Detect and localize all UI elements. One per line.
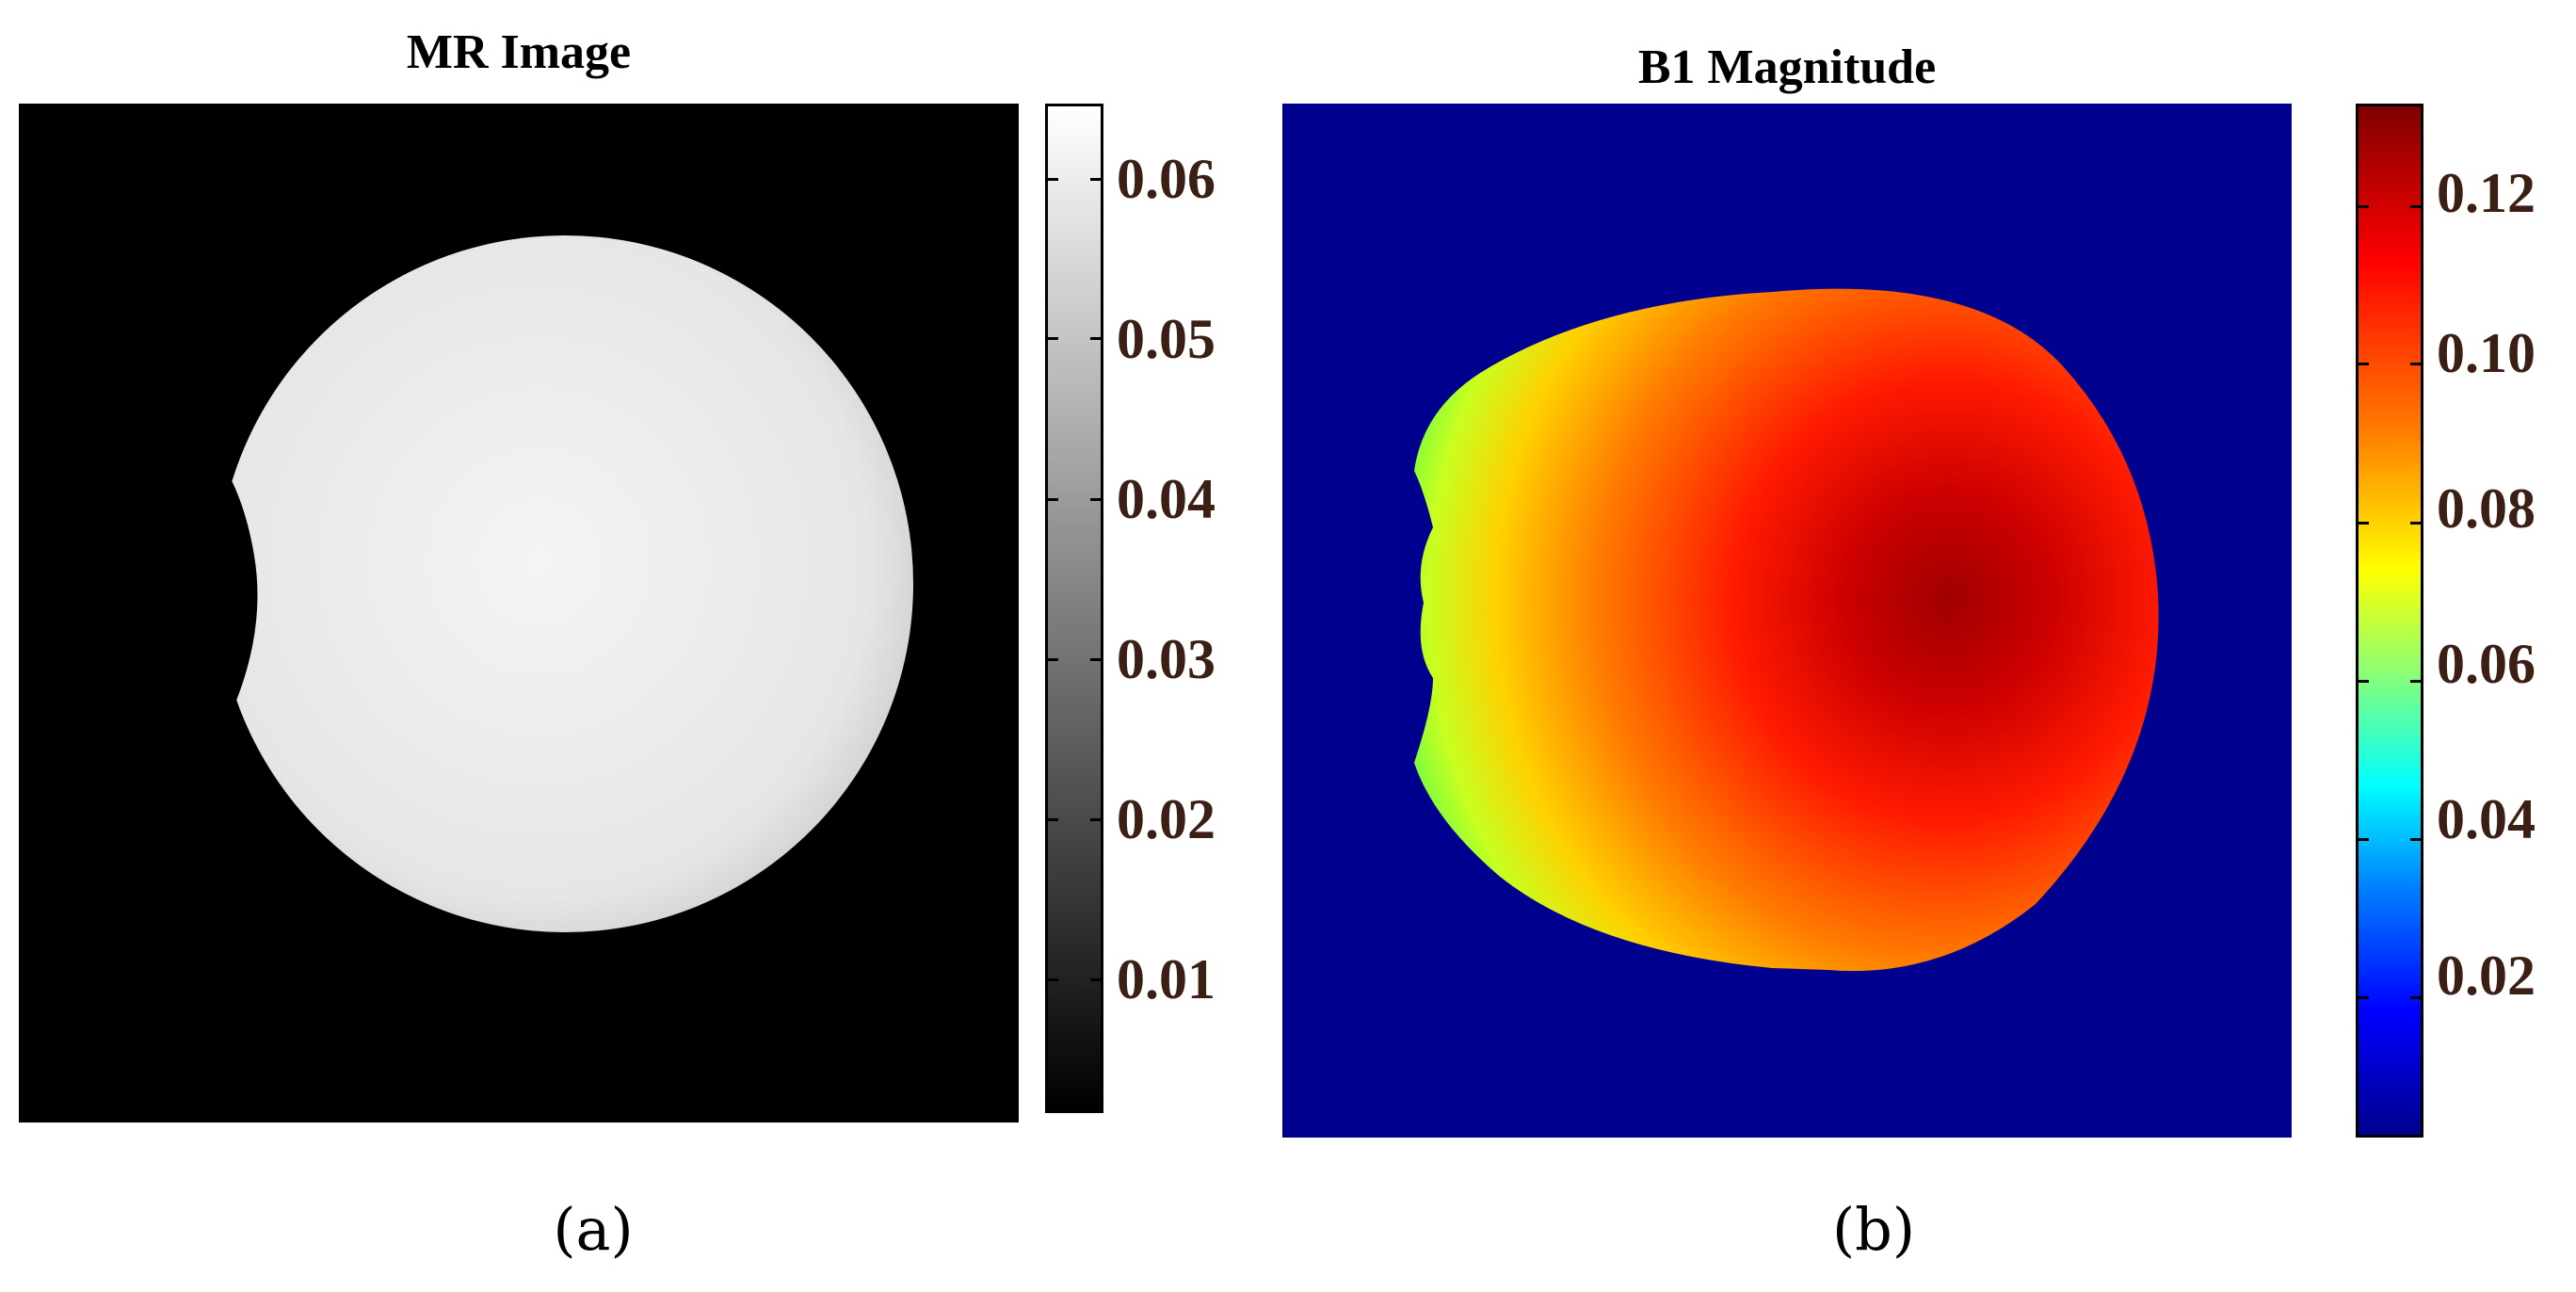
panel-a-title: MR Image [406, 25, 632, 79]
b1-colorbar-tick-label: 0.06 [2437, 633, 2536, 695]
mr-colorbar-tick-label: 0.06 [1117, 148, 1216, 210]
mr-colorbar [1045, 104, 1103, 1113]
mr-colorbar-tick-label: 0.01 [1117, 948, 1216, 1010]
panel-a-caption: (a) [553, 1195, 634, 1264]
mr-colorbar-tick-label: 0.05 [1117, 308, 1216, 370]
mr-image [19, 104, 1019, 1122]
b1-magnitude-map [1282, 104, 2292, 1138]
mr-colorbar-tick-label: 0.02 [1117, 788, 1216, 850]
panel-b-caption: (b) [1831, 1195, 1916, 1264]
b1-colorbar-tick-label: 0.02 [2437, 945, 2536, 1007]
b1-colorbar-tick-label: 0.12 [2437, 162, 2536, 224]
b1-colorbar-tick-label: 0.10 [2437, 322, 2536, 384]
mr-colorbar-tick-label: 0.03 [1117, 628, 1216, 690]
b1-colorbar-tick-label: 0.04 [2437, 788, 2536, 850]
panel-b-title: B1 Magnitude [1637, 40, 1937, 94]
b1-colorbar [2356, 104, 2423, 1138]
mr-colorbar-tick-label: 0.04 [1117, 468, 1216, 530]
b1-colorbar-tick-label: 0.08 [2437, 477, 2536, 540]
